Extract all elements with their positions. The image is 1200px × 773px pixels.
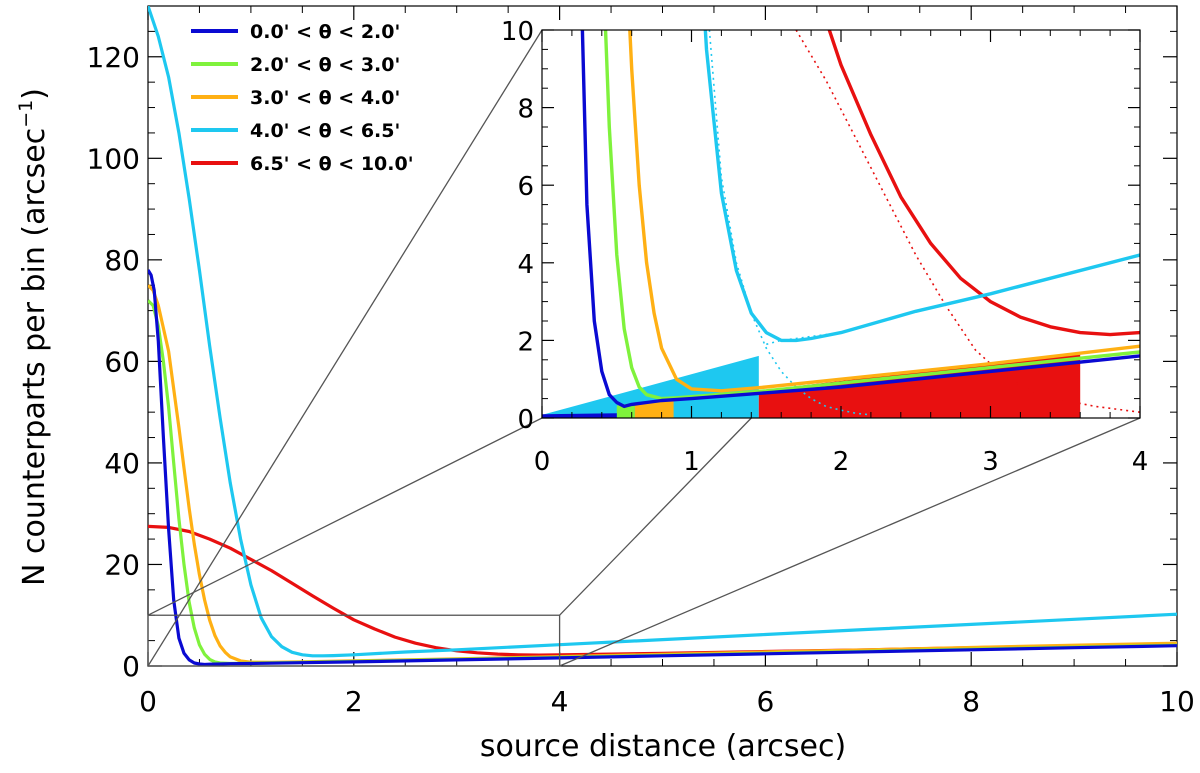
inset-series-line-0 — [580, 30, 1140, 409]
inset-y-tick-label: 8 — [517, 95, 534, 125]
legend-label-3: 4.0' < θ < 6.5' — [250, 120, 400, 142]
connector-line — [147, 29, 543, 667]
legend-label-1: 2.0' < θ < 3.0' — [250, 54, 400, 76]
series-line-4 — [148, 524, 1177, 657]
inset-y-tick-label: 4 — [517, 250, 534, 280]
zoom-box — [147, 614, 561, 667]
x-tick-label: 4 — [551, 685, 569, 718]
y-tick-label: 60 — [104, 345, 140, 378]
inset-x-tick-label: 4 — [1132, 447, 1149, 477]
shaded-region-1 — [758, 352, 1081, 418]
shaded-region-0 — [542, 355, 759, 418]
dotted-curve-2 — [766, 331, 842, 346]
x-tick-label: 10 — [1159, 685, 1195, 718]
inset-plot: 0 1 2 3 4 0 2 4 6 8 10 — [501, 17, 1149, 477]
inset-data-group — [542, 30, 1140, 418]
connector-line — [559, 417, 752, 616]
series-line-3 — [148, 6, 1177, 658]
y-tick-label: 100 — [87, 142, 140, 175]
inset-y-tick-label: 6 — [517, 172, 534, 202]
legend-label-2: 3.0' < θ < 4.0' — [250, 87, 400, 109]
inset-series-line-3 — [703, 30, 1140, 343]
x-tick-label: 8 — [962, 685, 980, 718]
inset-y-tick-label: 10 — [501, 17, 534, 47]
connector-line — [559, 417, 1141, 667]
y-axis-label: N counterparts per bin (arcsec−1) — [15, 88, 52, 586]
inset-series-line-4 — [827, 30, 1140, 337]
y-tick-label: 80 — [104, 244, 140, 277]
x-tick-label: 0 — [139, 685, 157, 718]
inset-x-tick-label: 2 — [833, 447, 850, 477]
shaded-region-4 — [542, 413, 617, 418]
legend-label-4: 6.5' < θ < 10.0' — [250, 153, 414, 175]
main-series-group — [148, 6, 1177, 666]
legend: 0.0' < θ < 2.0' 2.0' < θ < 3.0' 3.0' < θ <… — [191, 21, 414, 175]
x-tick-label: 6 — [756, 685, 774, 718]
inset-series-line-1 — [603, 30, 1140, 401]
inset-series-line-2 — [628, 30, 1140, 393]
zoom-connector-lines — [147, 29, 1141, 667]
y-tick-label: 120 — [87, 41, 140, 74]
series-line-0 — [148, 269, 1177, 666]
legend-label-0: 0.0' < θ < 2.0' — [250, 21, 400, 43]
y-tick-label: 20 — [104, 548, 140, 581]
y-tick-label: 40 — [104, 447, 140, 480]
connector-line — [147, 417, 543, 616]
x-axis-label: source distance (arcsec) — [480, 729, 846, 764]
x-tick-label: 2 — [345, 685, 363, 718]
inset-x-tick-label: 3 — [982, 447, 999, 477]
inset-y-tick-label: 2 — [517, 327, 534, 357]
inset-y-tick-label: 0 — [517, 405, 534, 435]
y-tick-label: 0 — [122, 650, 140, 683]
inset-x-tick-label: 1 — [683, 447, 700, 477]
inset-x-tick-label: 0 — [534, 447, 551, 477]
